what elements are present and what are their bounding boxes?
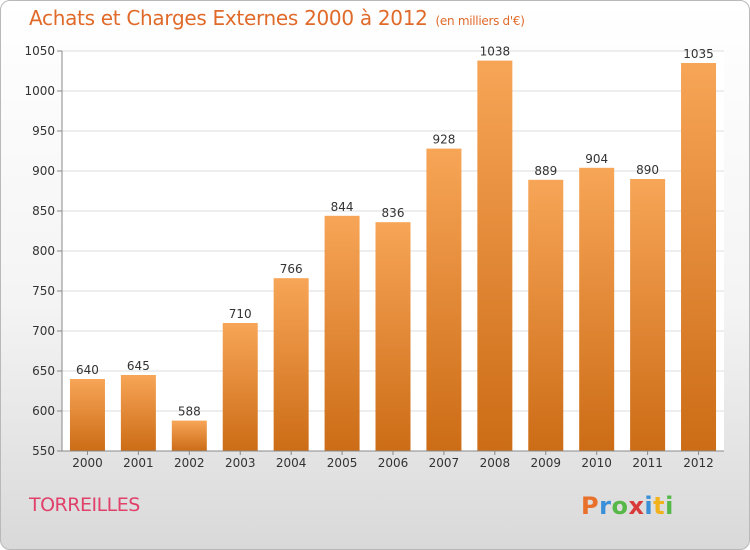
bar (681, 63, 717, 451)
bar (171, 420, 207, 451)
logo-letter: r (599, 492, 612, 520)
x-tick-label: 2011 (632, 456, 663, 470)
logo-letter: i (665, 492, 674, 520)
logo-letter: x (628, 492, 645, 520)
bar (426, 148, 462, 451)
x-tick-label: 2004 (276, 456, 307, 470)
data-label: 889 (534, 164, 557, 178)
y-tick-label: 700 (32, 324, 55, 338)
data-label: 766 (280, 262, 303, 276)
logo-letter: i (644, 492, 654, 520)
bar (324, 215, 360, 451)
y-tick-label: 650 (32, 364, 55, 378)
data-label: 1038 (480, 45, 511, 59)
place-name: TORREILLES (29, 494, 140, 516)
data-label: 710 (229, 307, 252, 321)
chart-title-text: Achats et Charges Externes 2000 à 2012 (29, 6, 428, 30)
x-tick-label: 2003 (225, 456, 256, 470)
data-label: 928 (432, 133, 455, 147)
data-label: 1035 (683, 47, 714, 61)
y-tick-label: 1050 (24, 44, 55, 58)
data-label: 640 (76, 363, 99, 377)
x-tick-label: 2005 (327, 456, 358, 470)
proxiti-logo: Proxiti (581, 492, 674, 520)
y-tick-label: 1000 (24, 84, 55, 98)
y-tick-label: 900 (32, 164, 55, 178)
data-label: 836 (382, 206, 405, 220)
x-tick-label: 2000 (72, 456, 103, 470)
y-tick-label: 800 (32, 244, 55, 258)
y-tick-label: 850 (32, 204, 55, 218)
x-tick-label: 2008 (480, 456, 511, 470)
y-tick-label: 950 (32, 124, 55, 138)
bar (477, 60, 513, 451)
data-label: 890 (636, 163, 659, 177)
bar (273, 278, 309, 451)
bar (579, 167, 615, 452)
data-label: 645 (127, 359, 150, 373)
x-tick-label: 2006 (378, 456, 409, 470)
x-tick-label: 2001 (123, 456, 154, 470)
chart-title: Achats et Charges Externes 2000 à 2012 (e… (29, 6, 525, 30)
x-tick-label: 2002 (174, 456, 205, 470)
y-tick-label: 750 (32, 284, 55, 298)
data-label: 844 (331, 200, 354, 214)
data-label: 904 (585, 152, 608, 166)
bar (69, 379, 105, 451)
bar (120, 375, 156, 451)
bar (630, 179, 666, 451)
x-tick-label: 2012 (683, 456, 714, 470)
bar (375, 222, 411, 451)
y-tick-label: 600 (32, 404, 55, 418)
logo-letter: o (611, 492, 629, 520)
logo-letter: t (653, 492, 666, 520)
x-tick-label: 2010 (581, 456, 612, 470)
data-label: 588 (178, 405, 201, 419)
y-tick-label: 550 (32, 444, 55, 458)
x-tick-label: 2009 (530, 456, 561, 470)
x-tick-label: 2007 (429, 456, 460, 470)
bar (222, 323, 258, 451)
chart-subtitle: (en milliers d'€) (435, 14, 525, 28)
logo-letter: P (581, 492, 600, 520)
bar (528, 179, 564, 452)
